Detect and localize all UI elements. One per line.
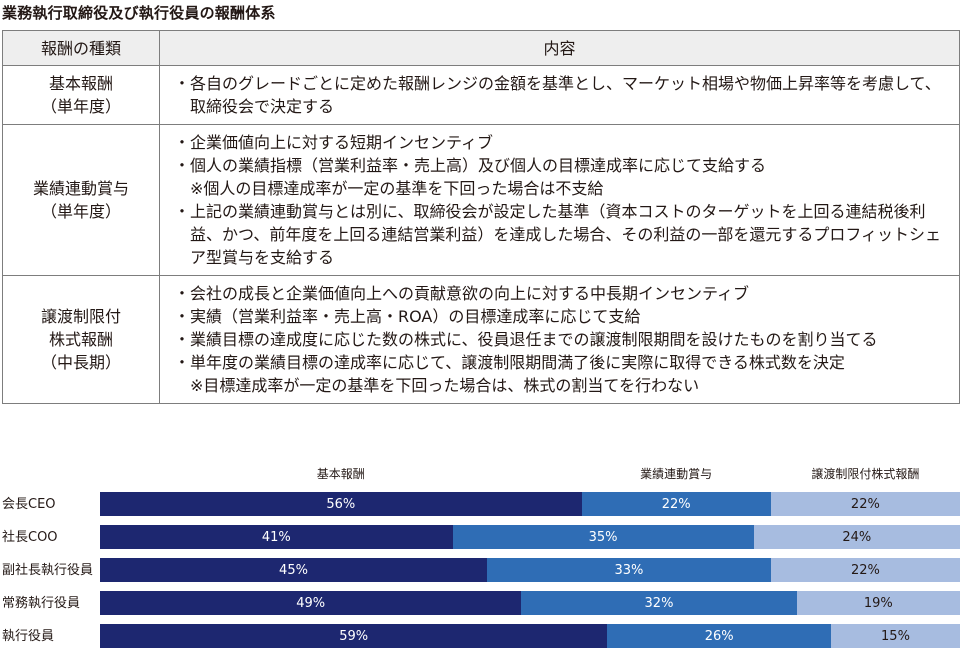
bar-value-label: 26%	[704, 628, 734, 644]
content-cell: ・各自のグレードごとに定めた報酬レンジの金額を基準とし、マーケット相場や物価上昇…	[159, 65, 960, 125]
table-header-row: 報酬の種類 内容	[2, 30, 960, 66]
bar-segment: 22%	[770, 558, 960, 582]
compensation-type-cell: 基本報酬 （単年度）	[2, 65, 160, 125]
bullet-text: 企業価値向上に対する短期インセンティブ	[190, 133, 494, 152]
category-label: 常務執行役員	[2, 596, 81, 611]
compensation-type-line: （単年度）	[40, 97, 121, 116]
bullet-item: ・上記の業績連動賞与とは別に、取締役会が設定した基準（資本コストのターゲットを上…	[174, 200, 951, 269]
table-row: 業績連動賞与 （単年度）・企業価値向上に対する短期インセンティブ・個人の業績指標（…	[2, 124, 960, 276]
category-label: 社長COO	[2, 530, 58, 545]
bullet-mark: ・	[174, 307, 191, 326]
category-label: 会長CEO	[2, 497, 56, 512]
content-cell: ・企業価値向上に対する短期インセンティブ・個人の業績指標（営業利益率・売上高）及…	[159, 124, 960, 276]
compensation-type-line: 業績連動賞与	[32, 179, 129, 198]
stacked-bar: 41% 35% 24%	[100, 525, 960, 549]
bullet-item: ・会社の成長と企業価値向上への貢献意欲の向上に対する中長期インセンティブ	[174, 282, 951, 305]
bar-value-label: 56%	[326, 496, 356, 512]
bar-value-label: 22%	[661, 496, 691, 512]
bar-value-label: 32%	[644, 595, 674, 611]
table-row: 譲渡制限付 株式報酬 （中長期）・会社の成長と企業価値向上への貢献意欲の向上に対する…	[2, 275, 960, 404]
bullet-mark: ・	[174, 156, 191, 175]
bullet-text: 会社の成長と企業価値向上への貢献意欲の向上に対する中長期インセンティブ	[190, 284, 750, 303]
bullet-item: ・企業価値向上に対する短期インセンティブ	[174, 131, 951, 154]
bullet-text: 単年度の業績目標の達成率に応じて、譲渡制限期間満了後に実際に取得できる株式数を決…	[190, 353, 845, 372]
stacked-bar: 56% 22% 22%	[100, 492, 960, 516]
note-text: ※個人の目標達成率が一定の基準を下回った場合は不支給	[190, 179, 604, 198]
compensation-type-line: （中長期）	[40, 353, 121, 372]
bar-value-label: 59%	[339, 628, 369, 644]
legend-label-2: 譲渡制限付株式報酬	[811, 467, 920, 481]
category-label: 副社長執行役員	[2, 563, 94, 578]
compensation-type-cell: 業績連動賞与 （単年度）	[2, 124, 160, 276]
note-text: ※目標達成率が一定の基準を下回った場合は、株式の割当てを行わない	[190, 376, 700, 395]
table-body: 基本報酬 （単年度）・各自のグレードごとに定めた報酬レンジの金額を基準とし、マーケ…	[2, 65, 960, 404]
bar-segment: 32%	[521, 591, 797, 615]
bullet-mark: ・	[174, 330, 191, 349]
bullet-item: ・実績（営業利益率・売上高・ROA）の目標達成率に応じて支給	[174, 305, 951, 328]
header-content: 内容	[159, 30, 960, 66]
bar-segment: 35%	[452, 525, 754, 549]
bar-segment: 59%	[100, 624, 608, 648]
bullet-item: ・各自のグレードごとに定めた報酬レンジの金額を基準とし、マーケット相場や物価上昇…	[174, 72, 951, 118]
bullet-mark: ・	[174, 353, 191, 372]
bullet-mark: ・	[174, 284, 191, 303]
bullet-mark: ・	[174, 202, 191, 221]
page-title: 業務執行取締役及び執行役員の報酬体系	[2, 4, 276, 22]
category-label: 執行役員	[2, 629, 55, 644]
bar-value-label: 15%	[881, 628, 910, 644]
stacked-bar: 45% 33% 22%	[100, 558, 960, 582]
bar-value-label: 19%	[863, 595, 893, 611]
stacked-bar: 59% 26% 15%	[100, 624, 960, 648]
header-compensation-type: 報酬の種類	[2, 30, 160, 66]
legend-label-0: 基本報酬	[316, 467, 365, 481]
compensation-type-line: 基本報酬	[48, 74, 113, 93]
bar-value-label: 24%	[842, 529, 872, 545]
bar-value-label: 45%	[279, 562, 308, 578]
compensation-table: 報酬の種類 内容 基本報酬 （単年度）・各自のグレードごとに定めた報酬レンジの金額…	[2, 30, 960, 404]
bullet-text: 各自のグレードごとに定めた報酬レンジの金額を基準とし、マーケット相場や物価上昇率…	[190, 74, 941, 116]
bar-value-label: 41%	[261, 529, 291, 545]
bullet-item: ・単年度の業績目標の達成率に応じて、譲渡制限期間満了後に実際に取得できる株式数を…	[174, 351, 951, 374]
bullet-mark: ・	[174, 133, 191, 152]
stacked-bar: 49% 32% 19%	[100, 591, 960, 615]
bar-segment: 45%	[100, 558, 487, 582]
bar-value-label: 33%	[614, 562, 644, 578]
bullet-text: 実績（営業利益率・売上高・ROA）の目標達成率に応じて支給	[190, 307, 641, 326]
compensation-type-line: （単年度）	[40, 202, 121, 221]
bar-segment: 15%	[830, 624, 960, 648]
bar-value-label: 22%	[850, 562, 880, 578]
bullet-text: 上記の業績連動賞与とは別に、取締役会が設定した基準（資本コストのターゲットを上回…	[190, 202, 942, 267]
compensation-type-line: 株式報酬	[48, 330, 113, 349]
bar-segment: 22%	[581, 492, 771, 516]
bar-segment: 24%	[753, 525, 960, 549]
table-row: 基本報酬 （単年度） ・各自のグレードごとに定めた報酬レンジの金額を基準とし、マーケ…	[2, 65, 960, 125]
compensation-ratio-chart: 基本報酬 業績連動賞与 譲渡制限付株式報酬会長CEO 56% 22% 22% 社長COO 41…	[0, 466, 962, 650]
bar-value-label: 35%	[588, 529, 618, 545]
bar-segment: 41%	[100, 525, 453, 549]
bar-segment: 56%	[100, 492, 582, 516]
bar-segment: 19%	[796, 591, 960, 615]
bullet-mark: ・	[174, 74, 191, 93]
bullet-text: 個人の業績指標（営業利益率・売上高）及び個人の目標達成率に応じて支給する	[190, 156, 767, 175]
bar-value-label: 22%	[850, 496, 880, 512]
bullet-item: ・業績目標の達成度に応じた数の株式に、役員退任までの譲渡制限期間を設けたものを割…	[174, 328, 951, 351]
compensation-type-line: 譲渡制限付	[40, 307, 121, 326]
bar-segment: 22%	[770, 492, 960, 516]
bar-value-label: 49%	[296, 595, 326, 611]
content-cell: ・会社の成長と企業価値向上への貢献意欲の向上に対する中長期インセンティブ・実績（…	[159, 275, 960, 404]
compensation-type-cell: 譲渡制限付株式報酬 （中長期）	[2, 275, 160, 404]
legend-label-1: 業績連動賞与	[640, 467, 713, 481]
bar-segment: 49%	[100, 591, 522, 615]
bullet-item: ・個人の業績指標（営業利益率・売上高）及び個人の目標達成率に応じて支給する	[174, 154, 951, 177]
bar-segment: 33%	[487, 558, 771, 582]
bar-segment: 26%	[607, 624, 831, 648]
bullet-text: 業績目標の達成度に応じた数の株式に、役員退任までの譲渡制限期間を設けたものを割り…	[190, 330, 878, 349]
